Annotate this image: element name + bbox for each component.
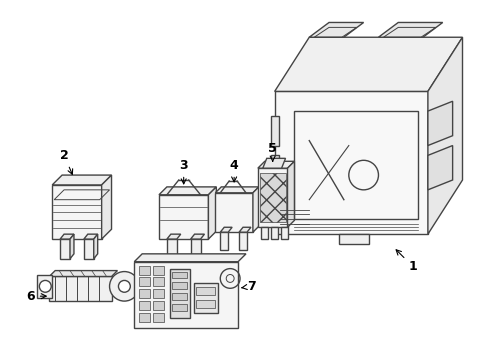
Polygon shape [258,161,294,168]
Polygon shape [215,193,253,232]
Circle shape [110,271,139,301]
Bar [139,313,150,322]
Bar [153,301,164,310]
Polygon shape [70,234,74,259]
Polygon shape [220,227,232,232]
Polygon shape [167,234,181,239]
Bar [139,278,150,286]
Bar [172,271,187,278]
Polygon shape [270,227,278,239]
Polygon shape [281,227,288,239]
Polygon shape [208,187,216,239]
Polygon shape [52,185,101,239]
Polygon shape [94,234,98,259]
Text: 2: 2 [60,149,73,174]
Polygon shape [191,234,204,239]
Bar [139,266,150,275]
Polygon shape [220,232,228,250]
Polygon shape [101,175,112,239]
Bar [139,289,150,298]
Text: 1: 1 [396,250,417,273]
Bar [172,304,187,311]
Polygon shape [191,239,200,259]
Polygon shape [288,161,294,227]
Polygon shape [428,101,453,145]
Polygon shape [253,187,259,232]
Bar [139,301,150,310]
Bar [270,116,279,145]
Polygon shape [378,22,443,37]
Polygon shape [263,158,286,168]
Polygon shape [261,227,268,239]
Bar [153,289,164,298]
Text: 3: 3 [179,159,188,184]
Polygon shape [52,175,112,185]
Polygon shape [167,239,177,259]
Polygon shape [49,271,118,276]
Text: 7: 7 [242,280,256,293]
Polygon shape [239,227,251,232]
Bar [153,313,164,322]
Polygon shape [60,234,74,239]
Bar [196,287,215,295]
Bar [196,300,215,308]
Polygon shape [339,234,368,244]
Bar [153,278,164,286]
Text: 5: 5 [269,142,277,161]
Bar [170,269,190,318]
Polygon shape [309,22,364,37]
Polygon shape [275,91,428,234]
Bar [270,156,279,185]
Polygon shape [428,145,453,190]
Polygon shape [159,187,216,195]
Bar [194,283,219,313]
Polygon shape [260,173,286,222]
Polygon shape [258,168,288,227]
Polygon shape [275,37,463,91]
Circle shape [119,280,130,292]
Polygon shape [159,195,208,239]
Polygon shape [239,232,247,250]
Polygon shape [37,275,52,298]
Polygon shape [84,239,94,259]
Circle shape [39,280,51,292]
Polygon shape [134,254,246,262]
Polygon shape [134,262,238,328]
Bar [172,293,187,300]
Bar [153,266,164,275]
Polygon shape [60,239,70,259]
Polygon shape [84,234,98,239]
Text: 4: 4 [230,159,239,182]
Polygon shape [215,187,259,193]
Polygon shape [428,37,463,234]
Text: 6: 6 [26,290,46,303]
Bar [172,282,187,289]
Polygon shape [49,276,112,301]
